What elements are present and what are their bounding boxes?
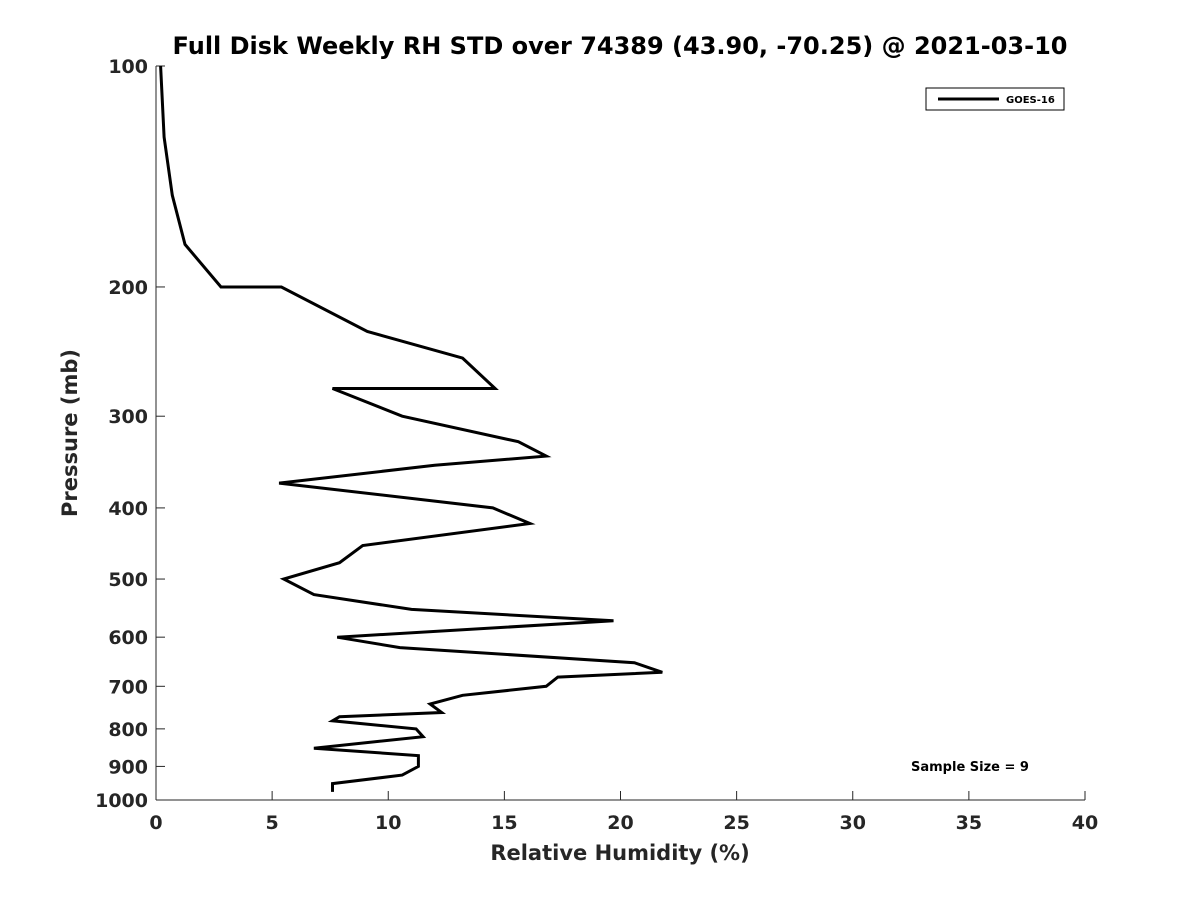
y-tick-label: 500 xyxy=(108,569,148,591)
y-tick-label: 100 xyxy=(108,56,148,78)
y-tick-label: 800 xyxy=(108,719,148,741)
series-layer xyxy=(159,65,663,792)
legend-label-goes-16: GOES-16 xyxy=(1006,95,1055,106)
chart-title: Full Disk Weekly RH STD over 74389 (43.9… xyxy=(173,32,1068,60)
x-tick-label: 25 xyxy=(723,812,749,834)
x-tick-label: 30 xyxy=(840,812,866,834)
y-tick-label: 900 xyxy=(108,756,148,778)
y-axis-ticks: 100 200 300 400 500 600 700 800 900 1000 xyxy=(95,56,165,812)
y-tick-label: 300 xyxy=(108,406,148,428)
x-tick-label: 20 xyxy=(607,812,633,834)
x-tick-label: 0 xyxy=(149,812,162,834)
series-line-goes-16 xyxy=(159,65,663,792)
y-tick-label: 200 xyxy=(108,277,148,299)
legend: GOES-16 xyxy=(925,87,1065,111)
x-axis-label: Relative Humidity (%) xyxy=(490,841,749,865)
x-tick-label: 35 xyxy=(956,812,982,834)
y-tick-label: 600 xyxy=(108,627,148,649)
y-tick-label: 1000 xyxy=(95,790,148,812)
sample-size-annotation: Sample Size = 9 xyxy=(911,760,1029,775)
y-tick-label: 400 xyxy=(108,498,148,520)
x-tick-label: 15 xyxy=(491,812,517,834)
x-tick-label: 40 xyxy=(1072,812,1098,834)
x-tick-label: 10 xyxy=(375,812,401,834)
x-tick-label: 5 xyxy=(266,812,279,834)
y-axis-label: Pressure (mb) xyxy=(58,349,82,517)
x-axis-ticks: 0 5 10 15 20 25 30 35 40 xyxy=(149,791,1098,834)
y-tick-label: 700 xyxy=(108,676,148,698)
